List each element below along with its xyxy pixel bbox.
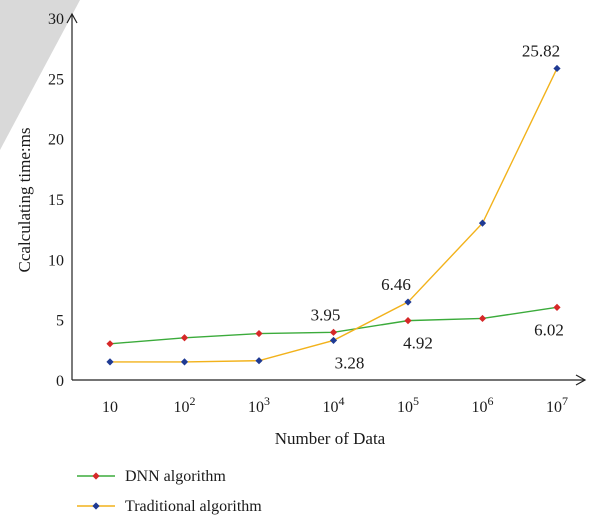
data-labels: 3.95 4.92 6.02 3.28 6.46 25.82: [311, 41, 564, 372]
y-axis-arrow: [66, 12, 78, 24]
data-point-dnn: [553, 303, 561, 311]
axes: [66, 12, 587, 386]
y-tick-label: 0: [56, 373, 64, 390]
legend-label: DNN algorithm: [125, 468, 226, 485]
x-axis-ticks: 10 102 103 104 105 106 107: [102, 394, 568, 416]
x-tick-label: 107: [546, 394, 568, 416]
y-tick-label: 25: [48, 71, 64, 88]
x-tick-label: 105: [397, 394, 419, 416]
data-point-dnn: [478, 314, 487, 323]
x-axis-title: Number of Data: [275, 429, 386, 448]
legend: DNN algorithm Traditional algorithm: [77, 468, 262, 515]
data-point-traditional: [329, 336, 338, 345]
data-point-dnn: [329, 328, 338, 336]
data-point-traditional: [180, 358, 189, 366]
data-label: 3.28: [335, 353, 365, 372]
x-tick-label: 102: [174, 394, 196, 416]
data-label: 4.92: [403, 334, 433, 353]
y-axis-title: Ccalculating time:ms: [15, 128, 34, 273]
y-tick-label: 15: [48, 192, 64, 209]
data-point-traditional: [404, 298, 412, 306]
legend-swatch-marker: [92, 472, 100, 480]
data-point-dnn: [255, 329, 263, 338]
data-label: 3.95: [311, 305, 341, 324]
data-point-dnn: [404, 317, 412, 325]
x-tick-label: 104: [323, 394, 345, 416]
data-point-traditional: [553, 64, 561, 73]
x-tick-label: 106: [472, 394, 494, 416]
x-tick-label: 10: [102, 399, 118, 416]
x-axis-arrow: [575, 374, 587, 386]
data-point-dnn: [106, 340, 114, 348]
legend-swatch-marker: [92, 502, 100, 510]
data-point-traditional: [255, 357, 263, 365]
y-tick-label: 10: [48, 252, 64, 269]
y-tick-label: 30: [48, 11, 64, 28]
y-tick-label: 5: [56, 313, 64, 330]
y-tick-label: 20: [48, 132, 64, 149]
data-label: 6.02: [534, 320, 564, 339]
x-tick-label: 103: [248, 394, 270, 416]
y-axis-ticks: 0 5 10 15 20 25 30: [48, 11, 64, 390]
data-label: 25.82: [522, 41, 560, 60]
series-markers: [106, 64, 561, 366]
decorative-corner-shape: [0, 0, 80, 150]
data-point-traditional: [478, 219, 487, 227]
data-point-traditional: [106, 358, 114, 366]
data-label: 6.46: [381, 275, 411, 294]
data-point-dnn: [180, 334, 189, 342]
legend-label: Traditional algorithm: [125, 498, 262, 515]
